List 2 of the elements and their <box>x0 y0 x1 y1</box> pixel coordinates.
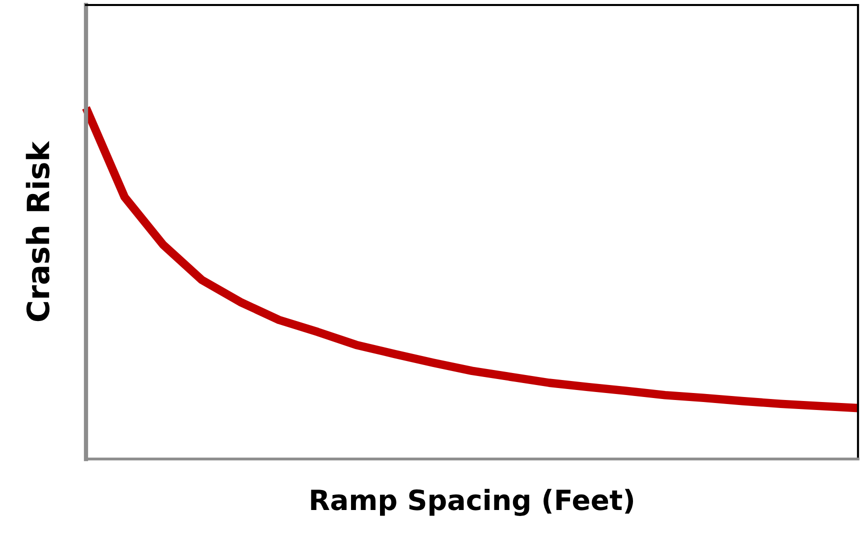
y-axis-title: Crash Risk <box>26 140 50 322</box>
x-axis-title: Ramp Spacing (Feet) <box>311 488 634 516</box>
